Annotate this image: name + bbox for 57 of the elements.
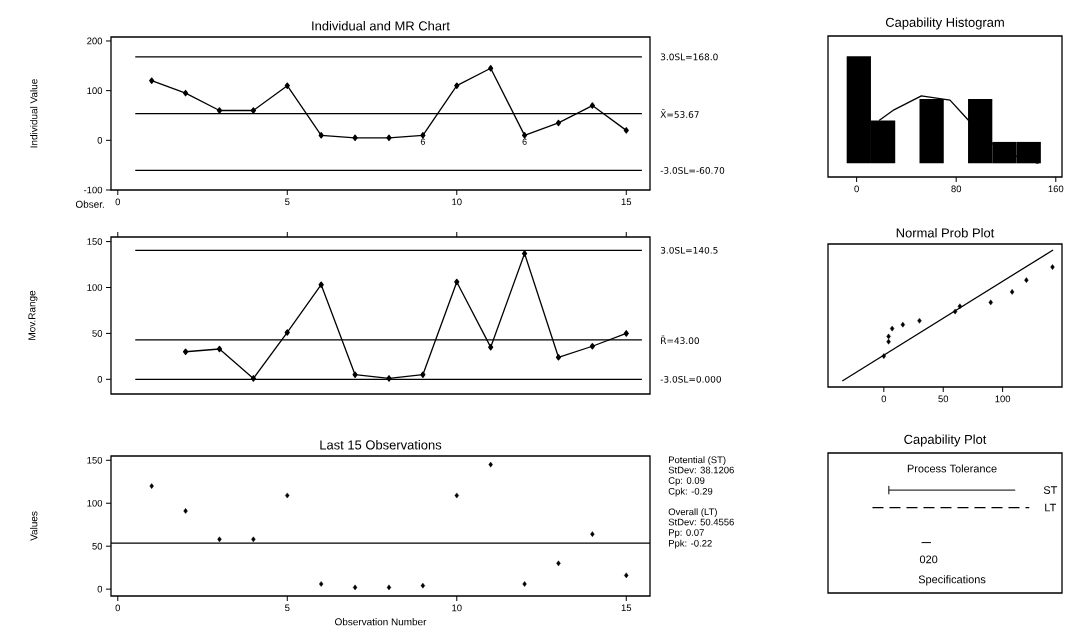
y-tick-label: 100 (87, 284, 103, 291)
text: Potential (ST) (668, 456, 726, 466)
y-tick-label: 100 (87, 87, 103, 94)
ref-line-label: 3.0SL=168.0 (660, 53, 718, 61)
chart-title: Individual and MR Chart (312, 20, 450, 31)
text: StDev: 38.1206 (668, 466, 734, 474)
annotation: 6 (420, 138, 425, 145)
x-tick-label: 15 (621, 198, 632, 206)
text: Specifications (918, 575, 986, 586)
x-tick-label: 0 (115, 604, 121, 612)
text: Cp: 0.09 (668, 477, 705, 486)
text: Capability Plot (904, 434, 987, 447)
y-tick-label: 0 (97, 136, 103, 144)
x-tick-label: 5 (285, 198, 290, 206)
y-tick-label: 50 (92, 330, 103, 337)
y-axis-title: Values (30, 511, 38, 541)
text: LT (1045, 503, 1057, 512)
text: Ppk: -0.22 (668, 539, 712, 549)
x-tick-label: 0 (115, 198, 121, 206)
annotation: 6 (522, 138, 527, 145)
text: 020 (919, 555, 938, 564)
y-axis-title: Mov.Range (28, 290, 38, 340)
text: StDev: 50.4556 (668, 518, 734, 526)
chart-title: Capability Histogram (885, 17, 1004, 30)
y-tick-label: -100 (83, 186, 103, 194)
y-tick-label: 0 (97, 375, 103, 383)
ref-line-label: X̄=53.67 (660, 109, 699, 118)
x-tick-label: 160 (1048, 185, 1064, 193)
x-tick-label: 0 (881, 395, 887, 403)
y-tick-label: 200 (87, 37, 103, 45)
chart-title: Last 15 Observations (320, 439, 442, 450)
y-tick-label: 50 (92, 542, 103, 550)
x-axis-title: Obser. (75, 200, 104, 208)
x-axis-title: Observation Number (335, 618, 427, 626)
y-tick-label: 150 (87, 456, 103, 464)
x-tick-label: 10 (452, 604, 462, 612)
x-tick-label: 0 (854, 185, 859, 193)
x-tick-label: 15 (621, 604, 632, 612)
y-tick-label: 0 (97, 585, 103, 593)
text: Pp: 0.07 (668, 529, 704, 538)
ref-line-label: 3.0SL=140.5 (660, 246, 718, 254)
x-tick-label: 100 (995, 395, 1011, 403)
chart-title: Normal Prob Plot (896, 227, 995, 238)
x-tick-label: 10 (452, 198, 462, 206)
text: Cpk: -0.29 (668, 487, 713, 497)
y-axis-title: Individual Value (30, 79, 38, 148)
text: ST (1043, 486, 1058, 494)
ref-line-label: R̄=43.00 (661, 335, 700, 345)
y-tick-label: 150 (87, 238, 103, 245)
ref-line-label: -3.0SL=-60.70 (660, 167, 725, 174)
ref-line-label: -3.0SL=0.000 (660, 375, 721, 383)
text: Overall (LT) (668, 508, 717, 518)
x-tick-label: 5 (285, 604, 290, 612)
text: Process Tolerance (907, 464, 997, 473)
x-tick-label: 50 (938, 395, 949, 403)
y-tick-label: 100 (87, 499, 103, 507)
x-tick-label: 80 (951, 185, 962, 193)
